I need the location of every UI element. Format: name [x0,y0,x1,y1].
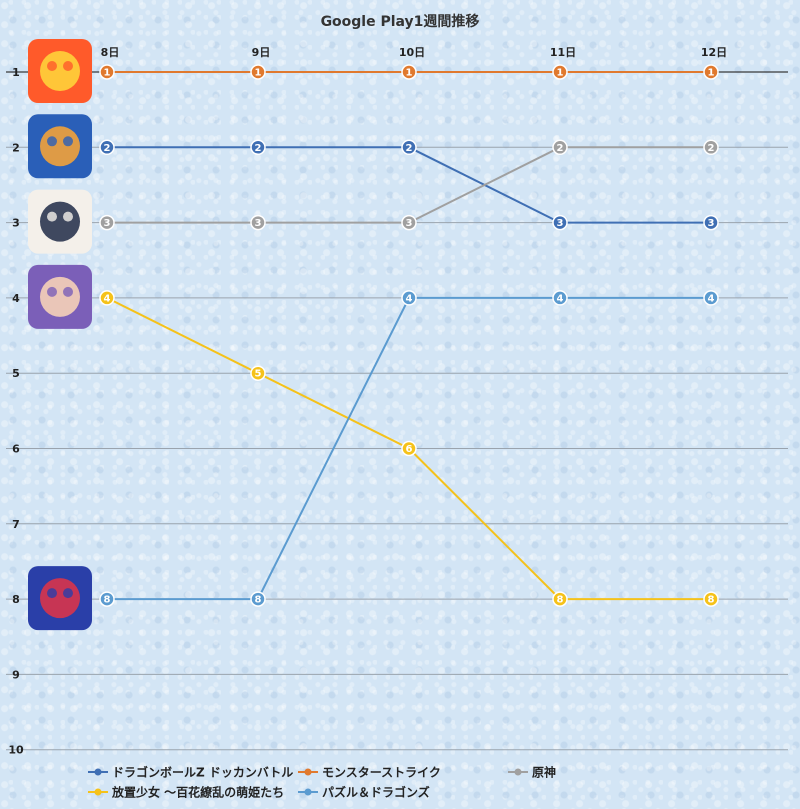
data-point: 1 [703,64,719,80]
data-point: 8 [703,591,719,607]
data-point: 6 [401,440,417,457]
data-point: 1 [401,64,417,80]
data-point: 4 [703,290,719,306]
data-point: 2 [250,139,266,156]
legend-label: モンスターストライク [322,766,441,780]
data-label: 8 [255,595,262,606]
data-point: 4 [99,290,115,306]
dragon-ball-app-icon [28,114,92,179]
y-tick-label: 9 [12,668,20,681]
data-label: 2 [557,143,564,154]
data-point: 3 [250,214,266,231]
x-tick-label: 10日 [399,46,425,59]
data-label: 1 [557,68,564,79]
data-point: 2 [99,139,115,156]
data-label: 3 [255,218,262,229]
data-label: 5 [255,369,262,380]
chart-title: Google Play1週間推移 [321,13,480,30]
legend-item: 放置少女 ～百花繚乱の萌姫たち [88,785,284,800]
legend-label: ドラゴンボールZ ドッカンバトル [112,765,293,780]
data-label: 4 [406,293,413,304]
genshin-app-icon [28,189,92,254]
data-label: 1 [255,68,262,79]
data-point: 2 [401,139,417,156]
data-label: 1 [406,68,413,79]
data-point: 3 [99,214,115,231]
data-label: 2 [255,143,262,154]
legend-label: パズル＆ドラゴンズ [322,785,430,800]
data-point: 3 [401,214,417,231]
legend-item: 原神 [508,765,556,780]
legend-item: パズル＆ドラゴンズ [298,785,430,800]
series-line-3 [107,146,711,224]
y-tick-label: 7 [12,518,20,531]
x-tick-label: 8日 [101,46,120,59]
data-label: 2 [406,143,413,154]
y-tick-label: 5 [12,367,20,380]
data-label: 2 [104,143,111,154]
data-point: 2 [703,139,719,156]
y-tick-label: 3 [12,217,20,230]
data-label: 3 [557,218,564,229]
data-point: 2 [552,139,568,156]
x-tick-label: 11日 [550,46,576,59]
legend-label: 原神 [532,765,556,780]
data-label: 6 [406,444,413,455]
data-label: 4 [104,293,111,304]
y-tick-label: 2 [12,141,20,154]
data-label: 8 [104,595,111,606]
grid [6,71,788,751]
data-point: 3 [703,214,719,231]
x-tick-label: 12日 [701,46,727,59]
data-point: 8 [552,591,568,607]
data-point: 1 [250,64,266,80]
data-label: 3 [406,218,413,229]
data-label: 3 [708,218,715,229]
monster-strike-app-icon [28,39,92,103]
app-icons [28,39,92,631]
x-axis-ticks: 8日 9日 10日 11日 12日 [101,46,727,59]
data-point: 5 [250,365,266,381]
data-label: 1 [708,68,715,79]
legend-item: モンスターストライク [298,766,441,780]
data-point: 1 [552,64,568,80]
data-point: 4 [401,290,417,306]
y-tick-label: 8 [12,593,20,606]
data-point: 1 [99,64,115,80]
puzzle-dragons-app-icon [28,566,92,631]
data-label: 8 [708,595,715,606]
series-markers: 2 2 2 3 3 1 1 1 1 1 3 3 3 2 2 4 5 6 8 8 8 8 4 4 4 [99,64,719,607]
data-label: 1 [104,68,111,79]
data-point: 8 [250,591,266,607]
y-tick-label: 6 [12,443,20,456]
houchi-shoujo-app-icon [28,264,92,329]
data-label: 8 [557,595,564,606]
y-tick-label: 1 [12,66,20,79]
data-label: 3 [104,218,111,229]
data-point: 3 [552,214,568,231]
x-tick-label: 9日 [252,46,271,59]
legend-item: ドラゴンボールZ ドッカンバトル [88,765,293,780]
y-tick-label: 4 [12,292,20,305]
data-label: 2 [708,143,715,154]
data-point: 8 [99,591,115,607]
legend-label: 放置少女 ～百花繚乱の萌姫たち [111,785,284,800]
data-point: 4 [552,290,568,306]
y-axis-ticks: 1 2 3 4 5 6 7 8 9 10 [8,66,24,757]
series-line-1 [107,146,711,224]
data-label: 4 [557,293,564,304]
y-tick-label: 10 [8,744,24,757]
data-label: 4 [708,293,715,304]
